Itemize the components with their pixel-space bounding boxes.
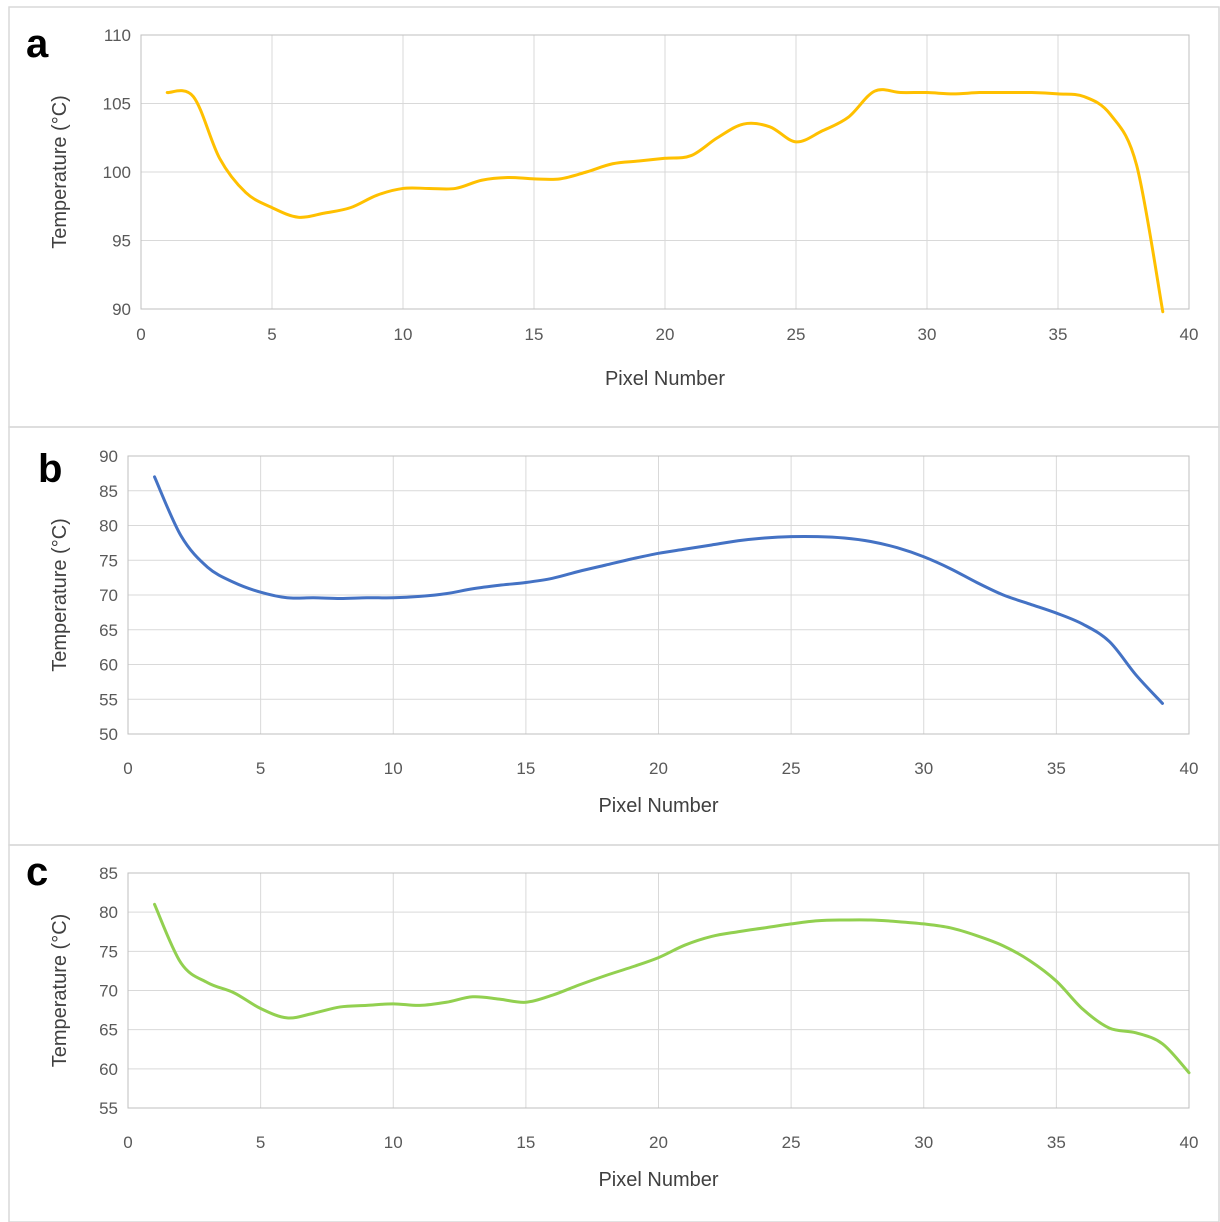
y-tick-label: 65 [99,621,118,640]
y-tick-label: 60 [99,1060,118,1079]
y-tick-label: 80 [99,903,118,922]
y-tick-label: 90 [112,300,131,319]
plot-area [127,872,1190,1109]
panel-b: 0 5 10 15 20 25 30 35 40 50 55 60 65 70 75 80 85 90 Pixel … [8,426,1220,846]
x-tick-label: 20 [656,325,675,344]
panel-label: c [26,850,48,894]
plot-area [127,455,1190,735]
x-tick-label: 0 [136,325,145,344]
y-tick-label: 110 [104,26,131,45]
x-tick-label: 40 [1180,1133,1199,1152]
panel-border [8,6,1220,428]
y-tick-label: 55 [99,690,118,709]
x-tick-label: 5 [256,1133,265,1152]
x-tick-label: 5 [256,759,265,778]
x-tick-label: 35 [1047,759,1066,778]
x-tick-label: 35 [1047,1133,1066,1152]
panel-border [8,426,1220,846]
x-tick-label: 20 [649,759,668,778]
y-tick-label: 70 [99,982,118,1001]
x-tick-label: 30 [914,1133,933,1152]
x-tick-label: 25 [782,759,801,778]
x-tick-label: 30 [918,325,937,344]
panel-a: 0 5 10 15 20 25 30 35 40 90 95 100 105 110 Pixel Numbe… [8,6,1220,428]
y-tick-label: 50 [99,725,118,744]
y-tick-label: 70 [99,586,118,605]
x-tick-label: 15 [516,759,535,778]
y-tick-label: 85 [99,864,118,883]
y-axis-title: Temperature (°C) [49,914,71,1068]
x-tick-label: 25 [787,325,806,344]
plot-area [140,34,1190,310]
panel-label: a [26,22,49,66]
x-tick-label: 0 [123,759,132,778]
panel-c: 0 5 10 15 20 25 30 35 40 55 60 65 70 75 80 85 Pixel Numb… [8,844,1220,1222]
series-line [153,475,1164,705]
y-tick-label: 75 [99,942,118,961]
y-tick-label: 75 [99,551,118,570]
y-axis-title: Temperature (°C) [49,95,71,249]
x-tick-label: 40 [1180,759,1199,778]
x-axis-title: Pixel Number [605,368,725,390]
y-tick-label: 85 [99,482,118,501]
x-tick-label: 15 [516,1133,535,1152]
y-axis-title: Temperature (°C) [49,518,71,672]
series-line [153,902,1191,1075]
x-tick-label: 5 [267,325,276,344]
y-tick-label: 80 [99,517,118,536]
y-tick-label: 95 [112,232,131,251]
x-tick-label: 15 [525,325,544,344]
y-tick-label: 90 [99,447,118,466]
y-tick-label: 65 [99,1021,118,1040]
x-tick-label: 20 [649,1133,668,1152]
x-tick-label: 25 [782,1133,801,1152]
x-tick-label: 30 [914,759,933,778]
y-tick-label: 55 [99,1099,118,1118]
x-axis-title: Pixel Number [598,795,718,817]
y-tick-label: 105 [103,95,131,114]
x-tick-label: 10 [384,759,403,778]
x-tick-label: 10 [394,325,413,344]
y-tick-label: 60 [99,656,118,675]
x-tick-label: 10 [384,1133,403,1152]
series-line [165,88,1165,314]
x-tick-label: 0 [123,1133,132,1152]
panel-label: b [38,447,62,491]
panel-border [8,844,1220,1222]
x-axis-title: Pixel Number [598,1169,718,1191]
y-tick-label: 100 [103,163,131,182]
x-tick-label: 35 [1049,325,1068,344]
x-tick-label: 40 [1180,325,1199,344]
